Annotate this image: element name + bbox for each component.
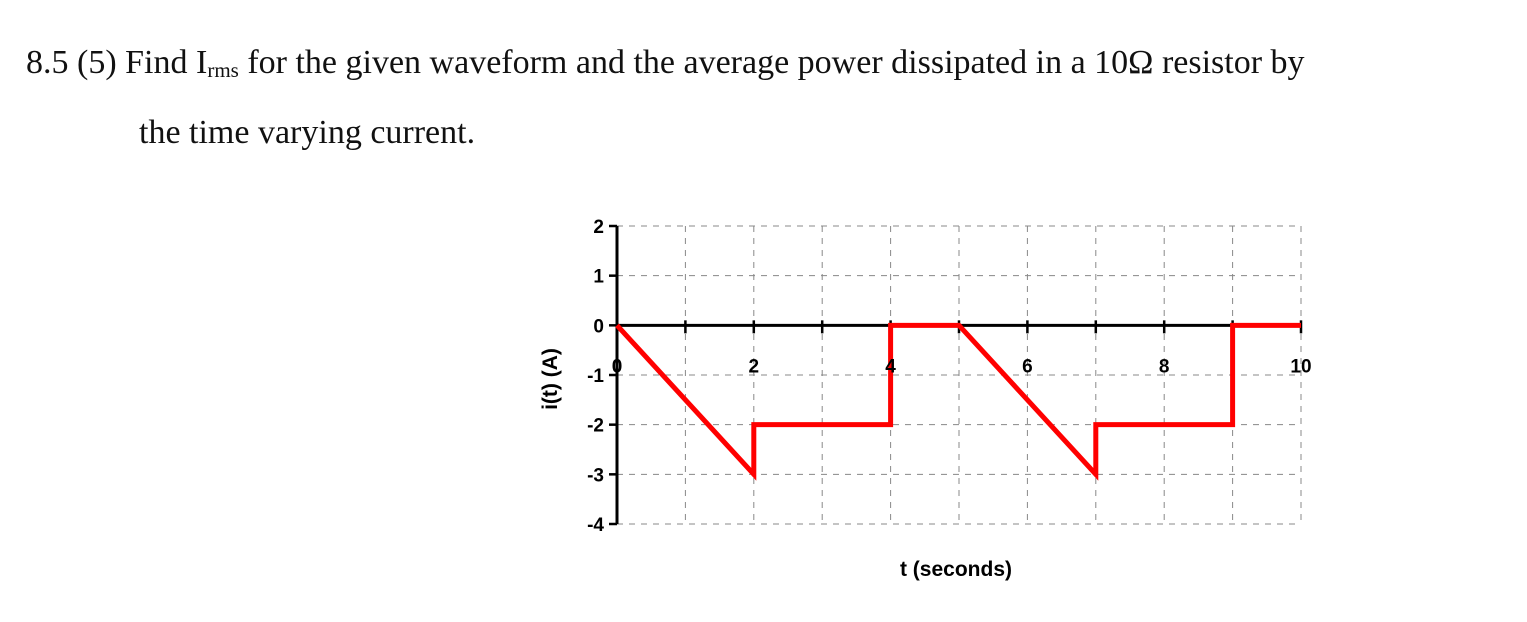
y-tick-label: -2 [587,416,604,437]
question-text: 8.5 (5) Find Irms for the given waveform… [26,28,1506,168]
y-tick-label: -3 [587,465,604,486]
y-tick-label: 0 [593,316,604,337]
question-prefix: 8.5 (5) Find I [26,44,208,81]
y-tick-label: -4 [587,515,604,536]
x-tick-label: 10 [1290,356,1311,377]
question-line-2: the time varying current. [139,114,476,151]
x-tick-label: 8 [1159,356,1170,377]
y-tick-label: 1 [593,267,604,288]
x-tick-label: 4 [885,356,896,377]
question-line-1: 8.5 (5) Find Irms for the given waveform… [26,28,1506,98]
y-tick-label: -1 [587,366,604,387]
y-axis-title: i(t) (A) [539,348,562,410]
y-tick-label: 2 [593,217,604,238]
x-tick-label: 0 [612,356,623,377]
question-subscript: rms [207,58,239,82]
question-suffix: for the given waveform and the average p… [238,44,1305,81]
waveform-series-line [615,322,1301,481]
x-tick-label: 2 [749,356,760,377]
x-tick-label: 6 [1022,356,1033,377]
x-axis-title: t (seconds) [900,558,1012,581]
